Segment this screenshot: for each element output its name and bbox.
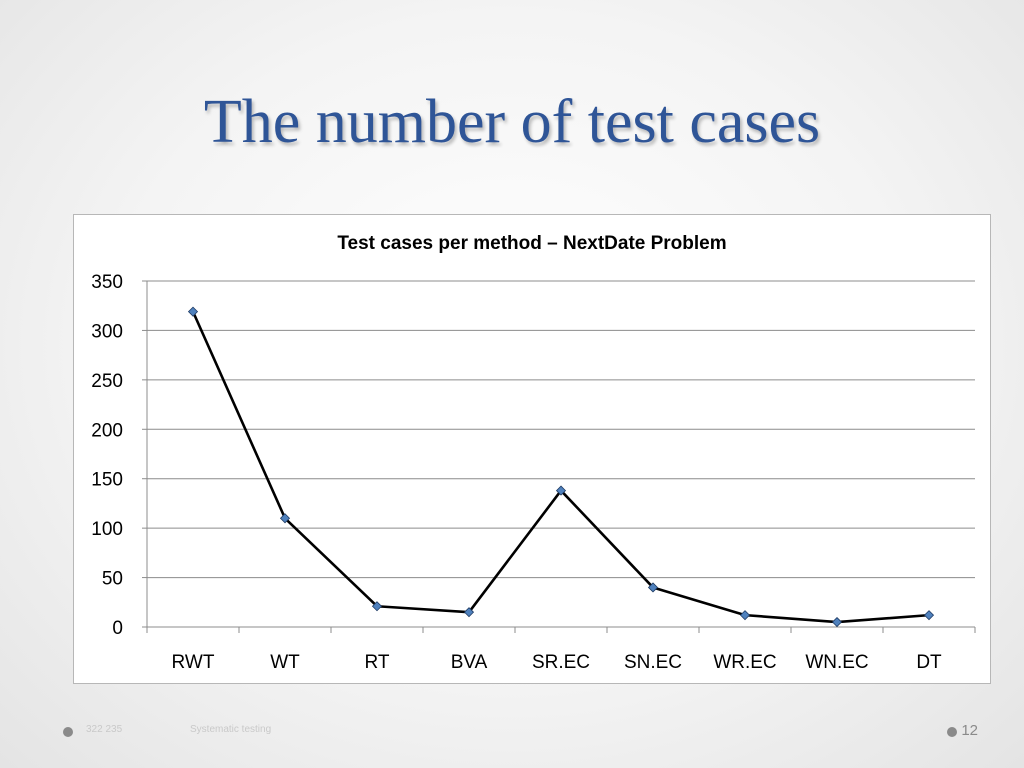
x-tick-label: WT xyxy=(270,652,300,673)
data-point-marker xyxy=(371,601,383,612)
x-tick-label: SN.EC xyxy=(624,652,682,673)
footer-subject: Systematic testing xyxy=(190,724,272,735)
series-line xyxy=(191,311,930,624)
x-tick-label: WR.EC xyxy=(713,652,776,673)
data-point-marker xyxy=(923,610,935,621)
footer-bullet-right xyxy=(947,727,957,737)
x-tick-label: WN.EC xyxy=(805,652,868,673)
x-tick-label: RWT xyxy=(172,652,215,673)
series xyxy=(187,306,935,628)
x-tick-label: SR.EC xyxy=(532,652,590,673)
y-tick-label: 300 xyxy=(91,321,123,342)
axes xyxy=(142,280,976,633)
y-tick-label: 350 xyxy=(91,272,123,293)
page-number: 12 xyxy=(961,722,978,739)
y-tick-label: 250 xyxy=(91,371,123,392)
data-point-marker xyxy=(279,513,291,524)
x-tick-label: RT xyxy=(365,652,390,673)
y-tick-label: 0 xyxy=(112,618,123,639)
y-tick-label: 150 xyxy=(91,470,123,491)
data-point-marker xyxy=(555,485,567,496)
y-tick-label: 100 xyxy=(91,519,123,540)
x-tick-label: DT xyxy=(916,652,942,673)
data-point-marker xyxy=(463,607,475,618)
slide-title: The number of test cases xyxy=(203,88,821,156)
y-tick-label: 50 xyxy=(102,569,123,590)
y-tick-label: 200 xyxy=(91,420,123,441)
data-point-marker xyxy=(187,306,199,317)
footer-bullet-left xyxy=(63,727,73,737)
chart-frame: Test cases per method – NextDate Problem… xyxy=(73,214,991,684)
footer-course-code: 322 235 xyxy=(86,724,123,735)
data-point-marker xyxy=(831,616,843,628)
x-tick-labels: RWT WT RT BVA SR.EC SN.EC WR.EC WN.EC DT xyxy=(172,652,943,673)
gridlines xyxy=(147,280,975,579)
y-tick-labels: 0 50 100 150 200 250 300 350 xyxy=(91,272,123,639)
data-point-marker xyxy=(739,610,751,621)
x-tick-label: BVA xyxy=(451,652,488,673)
line-chart: Test cases per method – NextDate Problem… xyxy=(91,233,976,673)
data-point-marker xyxy=(647,582,659,593)
chart-title: Test cases per method – NextDate Problem xyxy=(337,233,726,254)
